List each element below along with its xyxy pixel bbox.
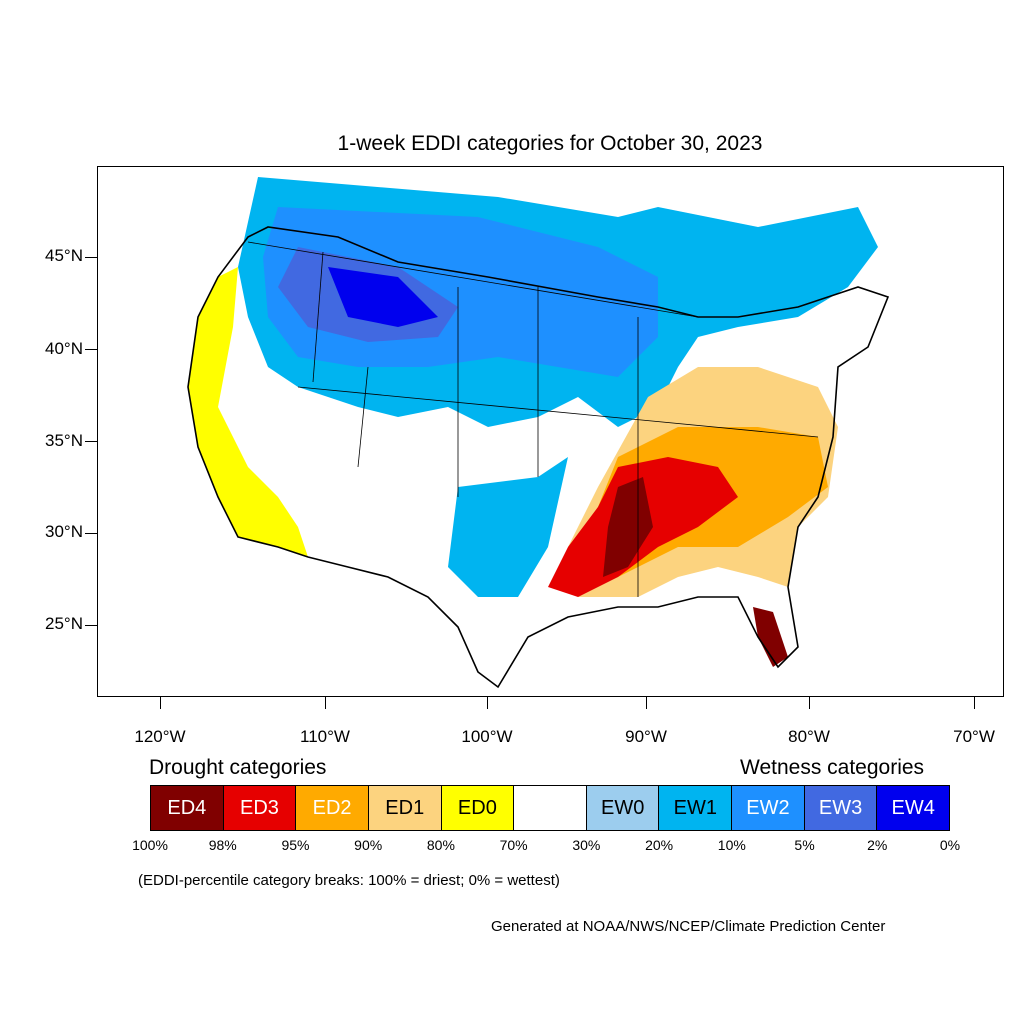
credit-line: Generated at NOAA/NWS/NCEP/Climate Predi… bbox=[491, 918, 886, 935]
legend-cell-ew4: EW4 bbox=[877, 786, 950, 830]
percentile-label: 0% bbox=[939, 837, 961, 853]
percentile-label: 80% bbox=[426, 837, 455, 853]
wetness-heading: Wetness categories bbox=[740, 756, 925, 779]
lat-tick bbox=[85, 349, 97, 350]
lon-label: 80°W bbox=[788, 727, 830, 746]
lat-tick bbox=[85, 625, 97, 626]
legend-cell-ew2: EW2 bbox=[732, 786, 805, 830]
legend-cell-ed4: ED4 bbox=[151, 786, 224, 830]
lon-label: 120°W bbox=[134, 727, 186, 746]
percentile-label: 95% bbox=[281, 837, 310, 853]
lon-label: 70°W bbox=[953, 727, 995, 746]
category-legend: ED4 ED3 ED2 ED1 ED0 EW0 EW1 EW2 EW3 EW4 bbox=[150, 785, 950, 831]
map-title: 1-week EDDI categories for October 30, 2… bbox=[337, 132, 763, 155]
legend-cell-ed3: ED3 bbox=[223, 786, 297, 830]
percentile-label: 10% bbox=[717, 837, 746, 853]
north-ew4 bbox=[328, 267, 438, 327]
texas-ew1 bbox=[448, 457, 568, 597]
percentile-label: 100% bbox=[132, 837, 168, 853]
percentile-label: 20% bbox=[645, 837, 674, 853]
percentile-label: 5% bbox=[794, 837, 815, 853]
lon-tick bbox=[325, 697, 326, 709]
lon-tick bbox=[809, 697, 810, 709]
lon-tick bbox=[974, 697, 975, 709]
category-note: (EDDI-percentile category breaks: 100% =… bbox=[138, 872, 560, 889]
percentile-label: 98% bbox=[208, 837, 237, 853]
lat-label: 30°N bbox=[45, 522, 83, 541]
lon-tick bbox=[160, 697, 161, 709]
percentile-label: 2% bbox=[867, 837, 888, 853]
lat-label: 25°N bbox=[45, 614, 83, 633]
map-svg bbox=[187, 177, 890, 689]
legend-cell-ew1: EW1 bbox=[659, 786, 733, 830]
legend-cell-ed1: ED1 bbox=[368, 786, 442, 830]
legend-cell-ed0: ED0 bbox=[441, 786, 515, 830]
legend-cell-ew0: EW0 bbox=[586, 786, 660, 830]
lat-tick bbox=[85, 441, 97, 442]
lon-tick bbox=[487, 697, 488, 709]
percentile-label: 90% bbox=[354, 837, 383, 853]
lat-tick bbox=[85, 257, 97, 258]
coastline bbox=[187, 226, 890, 689]
lat-label: 45°N bbox=[45, 246, 83, 265]
lon-tick bbox=[646, 697, 647, 709]
west-coast-ed0 bbox=[188, 267, 308, 557]
drought-heading: Drought categories bbox=[149, 756, 327, 779]
florida-ed4 bbox=[753, 607, 788, 667]
legend-cell-normal bbox=[514, 786, 587, 830]
percentile-label: 70% bbox=[499, 837, 528, 853]
lat-label: 40°N bbox=[45, 339, 83, 358]
percentile-label: 30% bbox=[572, 837, 601, 853]
lat-label: 35°N bbox=[45, 431, 83, 450]
legend-cell-ed2: ED2 bbox=[296, 786, 369, 830]
legend-cell-ew3: EW3 bbox=[804, 786, 878, 830]
lon-label: 110°W bbox=[300, 727, 350, 746]
lon-label: 90°W bbox=[625, 727, 667, 746]
state-boundaries bbox=[247, 241, 819, 597]
lon-label: 100°W bbox=[461, 727, 513, 746]
lat-tick bbox=[85, 533, 97, 534]
eddi-map bbox=[97, 166, 1004, 697]
mississippi-ed4 bbox=[603, 477, 653, 577]
